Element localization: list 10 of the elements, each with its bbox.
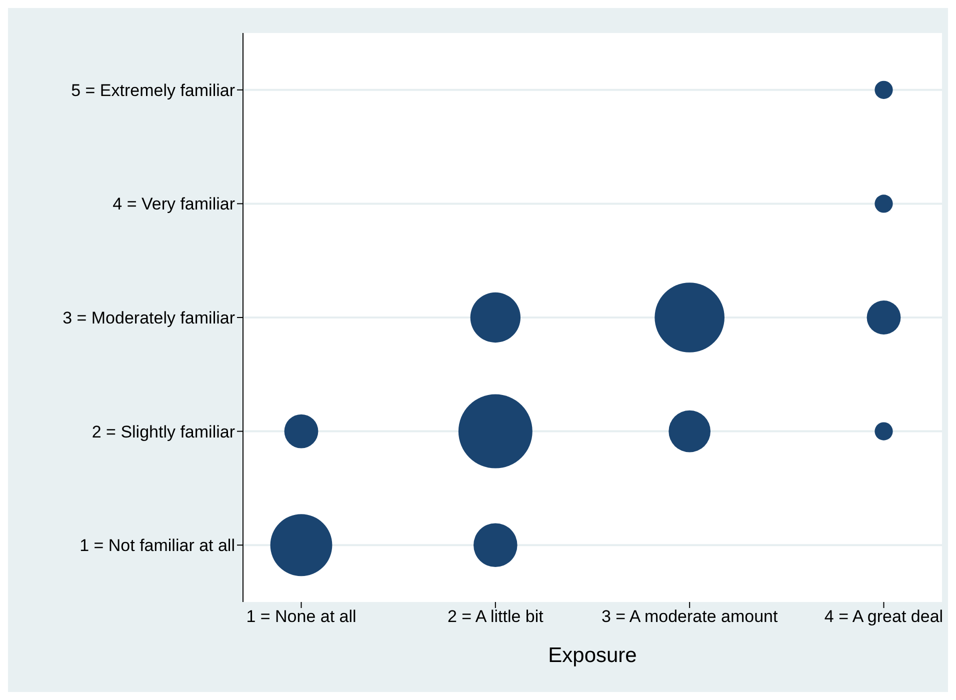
x-axis-title: Exposure: [548, 644, 637, 667]
y-tick-label: 2 = Slightly familiar: [92, 422, 236, 442]
x-tick-label: 2 = A little bit: [447, 607, 544, 626]
y-tick-label: 1 = Not familiar at all: [80, 536, 235, 556]
y-tick-label: 5 = Extremely familiar: [71, 80, 236, 100]
x-tick-label: 4 = A great deal: [824, 607, 944, 626]
y-tick-label: 4 = Very familiar: [112, 194, 236, 214]
y-tick-label: 3 = Moderately familiar: [62, 308, 236, 328]
x-tick-label: 3 = A moderate amount: [601, 607, 778, 626]
x-tick-label: 1 = None at all: [246, 607, 356, 626]
